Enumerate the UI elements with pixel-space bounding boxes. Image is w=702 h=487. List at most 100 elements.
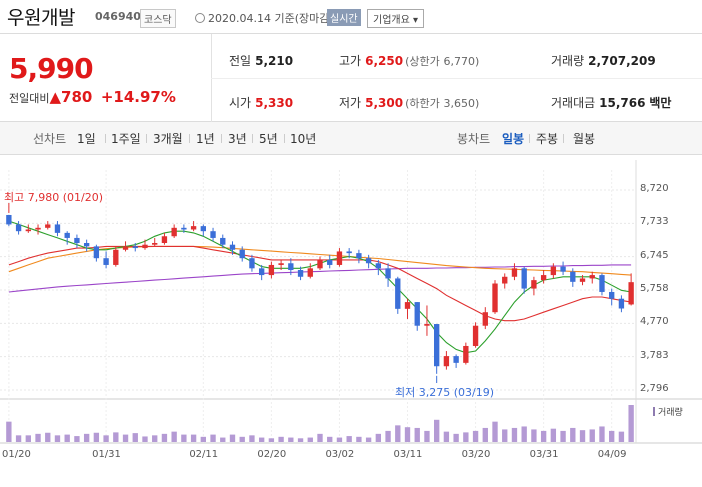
realtime-button[interactable]: 실시간 bbox=[327, 9, 361, 26]
x-tick-label: 03/20 bbox=[461, 449, 491, 460]
candle-body bbox=[288, 263, 294, 271]
x-tick-label: 01/31 bbox=[92, 449, 121, 460]
volume-bar bbox=[229, 434, 236, 442]
volume-bar bbox=[472, 430, 479, 442]
volume: 거래량 2,707,209 bbox=[551, 52, 656, 69]
stock-header: 우원개발 046940 코스닥 2020.04.14 기준(장마감) 실시간 기… bbox=[0, 0, 702, 34]
open-price: 시가 5,330 bbox=[229, 94, 293, 111]
candle-chart-label: 봉차트 bbox=[457, 132, 491, 146]
candle-body bbox=[327, 259, 333, 265]
tab-1week[interactable]: 1주일 bbox=[111, 132, 141, 146]
candle-body bbox=[550, 266, 557, 276]
tab-weekly[interactable]: 주봉 bbox=[536, 132, 559, 146]
y-tick-label: 3,783 bbox=[640, 349, 669, 361]
x-tick-label: 03/11 bbox=[393, 449, 423, 460]
upper-limit-value: 6,770) bbox=[443, 55, 480, 68]
tab-3year[interactable]: 3년 bbox=[228, 132, 247, 146]
candle-body bbox=[200, 226, 206, 232]
candle-body bbox=[531, 280, 537, 289]
candle-body bbox=[443, 356, 450, 367]
candle-body bbox=[113, 249, 119, 265]
candle-body bbox=[599, 275, 605, 292]
volume-bar bbox=[453, 433, 459, 442]
upper-limit-label: (상한가 bbox=[405, 55, 440, 68]
high-annotation: 최고 7,980 (01/20) bbox=[4, 191, 104, 204]
y-tick-label: 7,733 bbox=[640, 216, 669, 228]
volume-bar bbox=[346, 436, 352, 442]
candle-body bbox=[346, 251, 352, 254]
volume-bar bbox=[6, 421, 12, 442]
y-tick-label: 2,796 bbox=[640, 383, 669, 394]
candle-body bbox=[161, 236, 168, 244]
volume-value: 2,707,209 bbox=[588, 54, 656, 68]
tab-10year[interactable]: 10년 bbox=[290, 132, 317, 146]
candle-body bbox=[356, 253, 362, 259]
volume-bar bbox=[336, 437, 343, 442]
volume-bar bbox=[152, 435, 158, 442]
candle-body bbox=[628, 282, 634, 305]
candle-body bbox=[579, 278, 586, 282]
volume-bar bbox=[395, 425, 401, 442]
candle-body bbox=[570, 271, 576, 282]
y-tick-label: 6,745 bbox=[640, 249, 669, 261]
divider bbox=[211, 78, 702, 79]
tab-divider bbox=[221, 134, 222, 143]
tab-1day[interactable]: 1일 bbox=[77, 132, 96, 146]
candle-body bbox=[560, 266, 566, 272]
tab-divider bbox=[189, 134, 190, 143]
candle-body bbox=[190, 226, 197, 230]
change-label: 전일대비 bbox=[9, 92, 50, 105]
tab-daily[interactable]: 일봉 bbox=[502, 132, 525, 146]
price-change: 전일대비▲780 +14.97% bbox=[9, 88, 176, 106]
candle-body bbox=[258, 268, 265, 276]
candle-body bbox=[307, 268, 313, 277]
low-label: 저가 bbox=[339, 96, 362, 110]
tab-divider bbox=[563, 134, 564, 143]
quote-panel: 5,990 전일대비▲780 +14.97% 전일 5,210 고가 6,250 (상… bbox=[0, 34, 702, 122]
volume-bar bbox=[307, 437, 313, 442]
tab-divider bbox=[252, 134, 253, 143]
y-tick-label: 5,758 bbox=[640, 283, 669, 294]
candle-body bbox=[6, 214, 12, 225]
candle-body bbox=[297, 270, 304, 277]
candle-body bbox=[45, 224, 51, 228]
volume-bar bbox=[74, 436, 80, 442]
volume-bar bbox=[463, 432, 469, 442]
candle-body bbox=[463, 345, 469, 363]
volume-bar bbox=[93, 432, 100, 442]
volume-bar bbox=[589, 429, 595, 442]
tab-monthly[interactable]: 월봉 bbox=[573, 132, 596, 146]
date-suffix: 기준(장마감) bbox=[274, 12, 334, 25]
volume-bar bbox=[83, 433, 90, 442]
candle-body bbox=[278, 263, 284, 265]
change-percent: +14.97% bbox=[100, 88, 176, 106]
current-price: 5,990 bbox=[9, 52, 94, 85]
quote-date: 2020.04.14 기준(장마감) bbox=[195, 10, 334, 26]
volume-bar bbox=[434, 419, 440, 442]
candle-body bbox=[511, 268, 518, 277]
volume-legend-label: 거래량 bbox=[658, 408, 683, 418]
stock-code: 046940 bbox=[95, 10, 141, 23]
volume-bar bbox=[35, 433, 41, 442]
company-info-button[interactable]: 기업개요 ▾ bbox=[367, 9, 424, 28]
candle-body bbox=[83, 243, 90, 247]
candle-body bbox=[375, 263, 382, 269]
tab-1year[interactable]: 1년 bbox=[196, 132, 215, 146]
candle-body bbox=[15, 224, 22, 232]
candle-body bbox=[132, 246, 138, 249]
candle-body bbox=[492, 283, 498, 313]
candle-body bbox=[122, 246, 129, 250]
x-tick-label: 03/02 bbox=[325, 449, 355, 460]
tab-3month[interactable]: 3개월 bbox=[153, 132, 183, 146]
volume-bar bbox=[599, 426, 605, 442]
x-tick-label: 02/20 bbox=[257, 449, 287, 460]
candle-body bbox=[472, 325, 479, 346]
tab-5year[interactable]: 5년 bbox=[259, 132, 278, 146]
volume-bar bbox=[54, 435, 61, 442]
volume-bar bbox=[404, 427, 411, 442]
candle-body bbox=[64, 232, 70, 238]
open-value: 5,330 bbox=[255, 96, 294, 110]
prev-close: 전일 5,210 bbox=[229, 52, 293, 69]
lower-limit-value: 3,650) bbox=[443, 97, 480, 110]
